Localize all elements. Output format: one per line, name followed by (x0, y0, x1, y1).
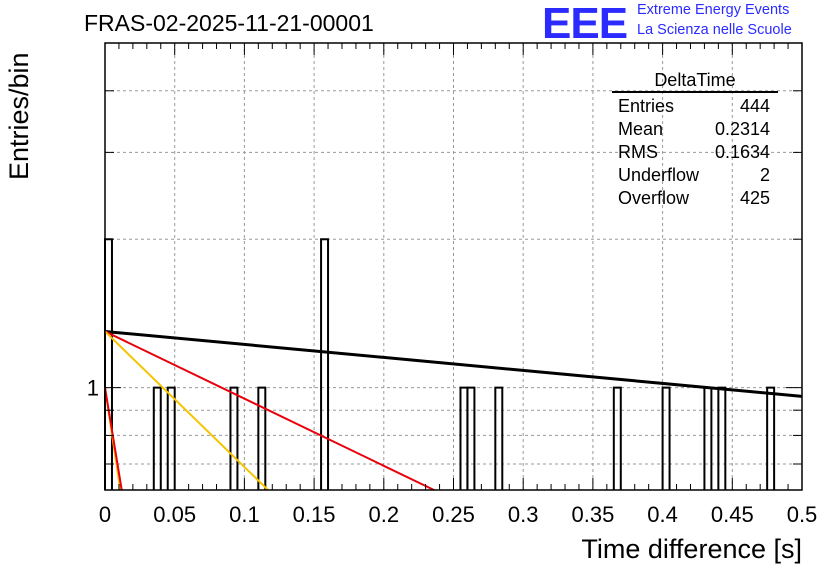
histogram-bar (766, 386, 776, 490)
histogram-bar (466, 386, 476, 490)
x-tick-label: 0.15 (293, 502, 336, 527)
histogram-bar (104, 238, 113, 490)
histogram-bar (257, 386, 267, 490)
fit-red-1-line (104, 330, 435, 491)
histogram-bar (459, 386, 469, 490)
stat-label: Overflow (618, 188, 690, 208)
stat-value: 0.2314 (714, 119, 770, 139)
fit-black-line (104, 329, 803, 398)
fit-yellow-1-line (104, 330, 269, 491)
fit-red-2-line (104, 387, 123, 491)
x-tick-label: 0.35 (571, 502, 614, 527)
stat-label: RMS (618, 142, 658, 162)
x-tick-label: 0.3 (508, 502, 539, 527)
stat-value: 0.1634 (714, 142, 770, 162)
histogram-bar (703, 386, 713, 490)
histogram-bar (166, 386, 176, 490)
x-tick-label: 0.5 (787, 502, 818, 527)
histogram-bar (612, 386, 622, 490)
stat-label: Entries (618, 96, 675, 116)
x-tick-label: 0.05 (153, 502, 196, 527)
stat-value: 444 (739, 96, 770, 116)
x-tick-label: 0.25 (432, 502, 475, 527)
y-tick-label: 1 (87, 376, 99, 401)
y-axis-label: Entries/bin (4, 52, 34, 180)
stat-row-overflow: Overflow 425 (612, 187, 778, 210)
x-tick-label: 0.4 (647, 502, 678, 527)
stats-title: DeltaTime (612, 70, 778, 93)
histogram-bar (320, 238, 330, 490)
logo-subtitle-1: Extreme Energy Events (637, 2, 790, 18)
histogram-bar (494, 386, 504, 490)
stat-row-rms: RMS 0.1634 (612, 141, 778, 164)
histogram-bar (229, 386, 239, 490)
stat-value: 2 (759, 165, 770, 185)
stat-row-underflow: Underflow 2 (612, 164, 778, 187)
x-tick-label: 0 (99, 502, 111, 527)
chart-title: FRAS-02-2025-11-21-00001 (84, 10, 374, 36)
histogram-bar (661, 386, 671, 490)
stat-row-entries: Entries 444 (612, 95, 778, 118)
stat-row-mean: Mean 0.2314 (612, 118, 778, 141)
stats-box: DeltaTime Entries 444 Mean 0.2314 RMS 0.… (612, 70, 778, 210)
histogram-bar (717, 386, 727, 490)
eee-logo: EEE (542, 0, 628, 48)
x-axis-label: Time difference [s] (581, 534, 802, 564)
stat-label: Mean (618, 119, 664, 139)
histogram-bar (152, 386, 162, 490)
x-tick-label: 0.45 (711, 502, 754, 527)
logo-subtitle-2: La Scienza nelle Scuole (637, 22, 792, 38)
stat-value: 425 (739, 188, 770, 208)
x-tick-label: 0.2 (369, 502, 400, 527)
x-tick-label: 0.1 (229, 502, 260, 527)
stat-label: Underflow (618, 165, 700, 185)
